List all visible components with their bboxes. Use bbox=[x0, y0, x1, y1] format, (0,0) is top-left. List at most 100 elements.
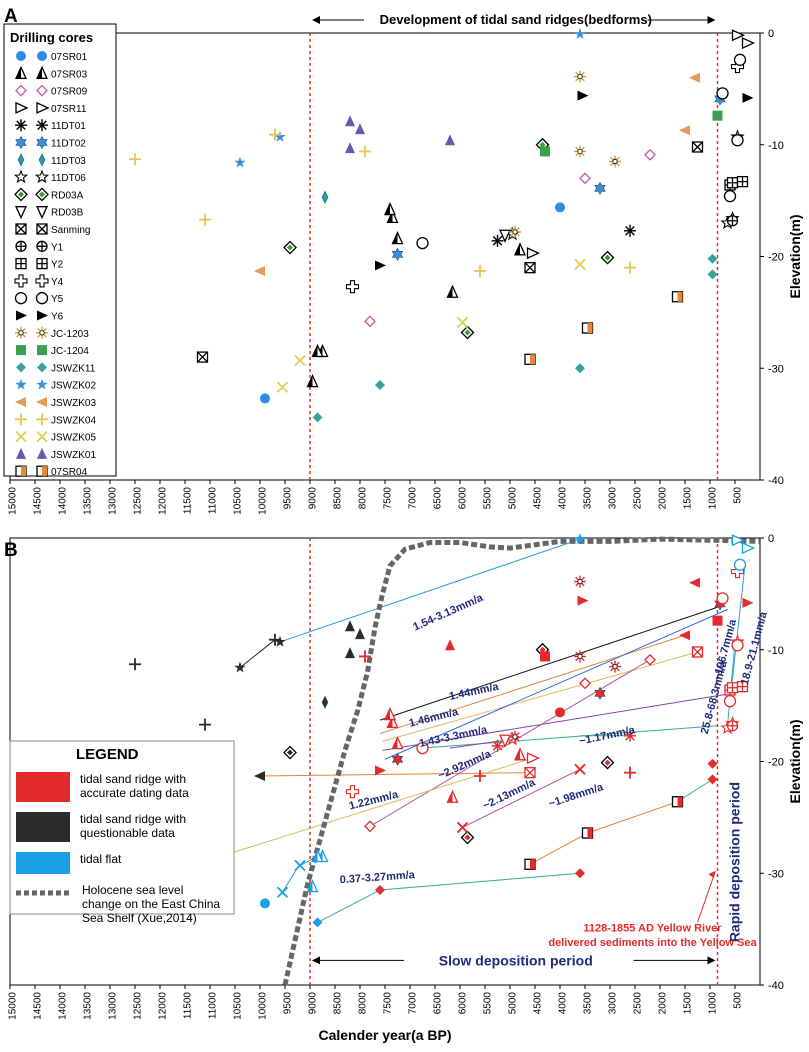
data-point bbox=[375, 885, 385, 896]
x-tick-label: 15000 bbox=[8, 992, 19, 1020]
legend-label: 07SR11 bbox=[51, 104, 87, 115]
legend-marker bbox=[37, 447, 47, 459]
data-point bbox=[594, 181, 606, 195]
data-point bbox=[498, 229, 512, 243]
marker-shape bbox=[355, 123, 365, 135]
marker-shape bbox=[287, 749, 293, 756]
marker-shape bbox=[15, 397, 26, 407]
legend-label: Y2 bbox=[51, 260, 64, 271]
legend-label: JSWZK04 bbox=[51, 415, 96, 426]
data-point bbox=[445, 639, 455, 651]
marker-shape bbox=[677, 291, 683, 302]
x-tick-label: 8000 bbox=[358, 992, 369, 1015]
legend-label: Y5 bbox=[51, 294, 64, 305]
legend-marker bbox=[37, 51, 47, 61]
series-11DT02 bbox=[391, 92, 726, 261]
marker-shape bbox=[287, 244, 293, 251]
series-07SR09 bbox=[364, 148, 656, 328]
data-point bbox=[600, 755, 615, 770]
legend-marker bbox=[15, 397, 26, 407]
data-point bbox=[375, 380, 385, 391]
legend-label: Sea Shelf (Xue,2014) bbox=[82, 911, 197, 925]
data-point bbox=[306, 879, 319, 893]
data-point bbox=[269, 128, 281, 141]
legend-title: LEGEND bbox=[76, 746, 139, 763]
marker-shape bbox=[416, 236, 429, 250]
legend-marker bbox=[15, 101, 29, 114]
data-point bbox=[274, 130, 286, 142]
data-point bbox=[260, 393, 270, 404]
data-point bbox=[524, 353, 536, 365]
marker-shape bbox=[727, 720, 738, 731]
marker-shape bbox=[733, 53, 747, 66]
legend-label: JC-1203 bbox=[51, 329, 89, 340]
marker-shape bbox=[716, 592, 729, 605]
data-point bbox=[741, 542, 756, 555]
marker-shape bbox=[199, 718, 211, 731]
data-point bbox=[574, 145, 586, 158]
y-tick-label: -20 bbox=[768, 757, 784, 769]
marker-shape bbox=[392, 737, 398, 749]
marker-shape bbox=[679, 125, 690, 136]
marker-shape bbox=[18, 330, 24, 336]
data-point bbox=[624, 261, 636, 274]
marker-shape bbox=[742, 597, 754, 608]
marker-shape bbox=[689, 72, 700, 83]
x-tick-label: 6000 bbox=[458, 992, 469, 1015]
x-tick-label: 5000 bbox=[508, 992, 519, 1015]
marker-shape bbox=[15, 413, 27, 426]
yellow-river-note-line1: 1128-1855 AD Yellow River bbox=[583, 922, 722, 934]
marker-shape bbox=[37, 447, 47, 459]
data-point bbox=[364, 820, 376, 833]
marker-shape bbox=[321, 190, 329, 204]
data-point bbox=[355, 628, 365, 640]
marker-shape bbox=[364, 315, 376, 328]
data-point bbox=[716, 592, 729, 605]
y-tick-label: -10 bbox=[768, 140, 784, 152]
legend-marker bbox=[15, 119, 27, 132]
x-tick-label: 4500 bbox=[533, 992, 544, 1015]
legend-label: 07SR03 bbox=[51, 69, 88, 80]
legend-marker bbox=[16, 310, 27, 321]
marker-shape bbox=[15, 223, 27, 235]
marker-shape bbox=[37, 67, 42, 79]
x-tick-label: 13000 bbox=[108, 487, 119, 515]
x-tick-label: 6500 bbox=[433, 487, 444, 510]
marker-shape bbox=[36, 430, 48, 443]
data-point bbox=[723, 190, 737, 203]
marker-shape bbox=[540, 146, 550, 157]
trend-line bbox=[379, 872, 581, 891]
data-point bbox=[460, 830, 475, 845]
data-point bbox=[575, 363, 585, 374]
marker-shape bbox=[375, 765, 386, 776]
x-tick-label: 4500 bbox=[533, 487, 544, 510]
x-tick-label: 6000 bbox=[458, 487, 469, 510]
data-point bbox=[726, 682, 739, 694]
marker-shape bbox=[474, 265, 486, 278]
marker-shape bbox=[612, 663, 618, 670]
marker-shape bbox=[16, 67, 21, 79]
marker-shape bbox=[530, 859, 535, 870]
arrowhead bbox=[312, 16, 320, 24]
marker-shape bbox=[456, 821, 469, 834]
marker-shape bbox=[39, 330, 45, 336]
arrowhead bbox=[708, 871, 716, 879]
data-point bbox=[624, 224, 636, 237]
trend-line bbox=[317, 889, 381, 923]
legend-marker bbox=[15, 378, 27, 390]
data-point bbox=[274, 635, 286, 647]
data-point bbox=[574, 650, 586, 663]
marker-shape bbox=[577, 653, 583, 660]
marker-shape bbox=[727, 682, 738, 693]
chart-title: Development of tidal sand ridges(bedform… bbox=[380, 12, 652, 27]
marker-shape bbox=[464, 329, 471, 336]
legend-marker bbox=[37, 310, 48, 321]
marker-shape bbox=[312, 345, 318, 357]
y-axis-title: Elevation(m) bbox=[787, 719, 803, 803]
legend-label: RD03A bbox=[51, 190, 84, 201]
data-point bbox=[733, 558, 747, 571]
series-07SR01 bbox=[260, 202, 565, 404]
data-point bbox=[723, 695, 737, 708]
arrowhead bbox=[312, 956, 320, 965]
